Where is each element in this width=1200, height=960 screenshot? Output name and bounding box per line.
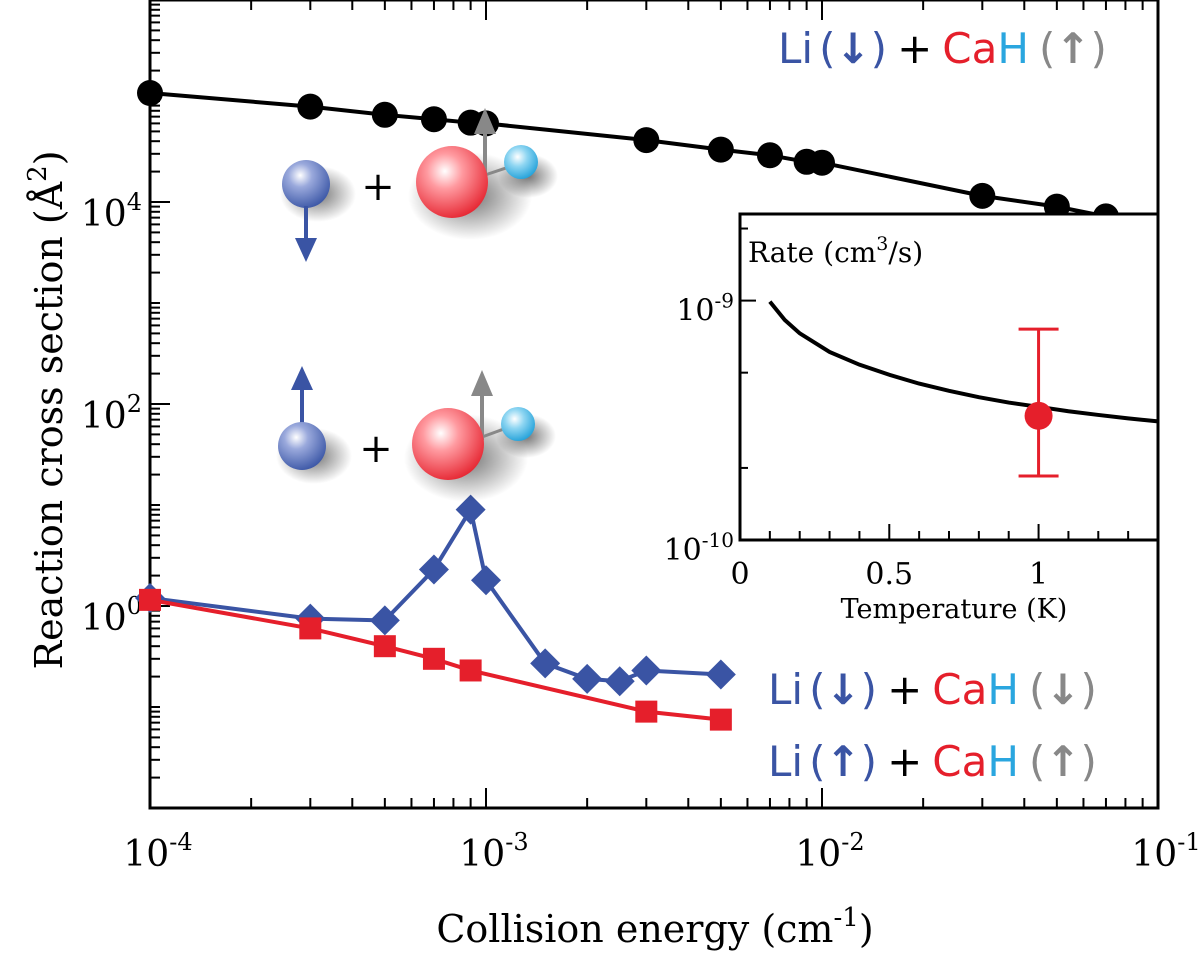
inset-x-tick-labels: 0 0.5 1 [730, 557, 1048, 592]
inset-axis-ticks [739, 227, 1159, 541]
data-point-circle [756, 142, 783, 169]
cah-spin-up-arrowhead-icon [471, 370, 493, 396]
data-point-square [459, 659, 482, 682]
inset-x-axis-title: Temperature (K) [841, 594, 1068, 625]
data-point-circle [137, 80, 163, 107]
plus-sign: + [359, 426, 393, 472]
inset-y-tick-label: 10-9 [676, 289, 734, 329]
data-point-diamond [572, 663, 603, 694]
data-point-diamond [418, 554, 449, 585]
measured-rate-point [1024, 401, 1053, 430]
data-point-diamond [455, 494, 486, 525]
inset-x-tick-label: 1 [1029, 557, 1048, 592]
legend-li-down-cah-up: Li (↓) + CaH (↑) [778, 24, 1107, 73]
ca-atom-icon [412, 408, 484, 480]
main-y-tick-labels: 100 102 104 [81, 188, 142, 639]
li-spin-up-arrowhead-icon [291, 366, 313, 390]
inset-data-layer [768, 300, 1159, 478]
y-tick-label: 102 [81, 390, 142, 437]
data-point-square [422, 647, 445, 670]
data-point-circle [371, 101, 398, 128]
main-x-tick-labels: 10-4 10-3 10-2 10-1 [123, 828, 1200, 875]
y-axis-title: Reaction cross section (Å2) [23, 150, 71, 669]
legend-li-down-cah-down: Li (↓) + CaH (↓) [768, 665, 1097, 714]
data-point-circle [809, 149, 835, 176]
inset-y-tick-label: 10-10 [664, 528, 734, 568]
legend-li-up-cah-up: Li (↑) + CaH (↑) [768, 737, 1097, 786]
li-atom-icon [278, 422, 326, 470]
plus-sign: + [361, 164, 395, 210]
x-tick-label: 10-3 [459, 828, 528, 875]
data-point-square [635, 700, 658, 723]
molecule-diagram-top: + [280, 108, 558, 262]
li-spin-down-arrowhead-icon [295, 238, 317, 262]
inset-title: Rate (cm3/s) [748, 233, 923, 269]
data-point-circle [297, 93, 324, 120]
data-point-circle [969, 182, 996, 209]
molecule-diagram-bottom: + [276, 366, 556, 502]
inset-y-tick-labels: 10-9 10-10 [664, 289, 734, 568]
data-point-square [373, 635, 396, 658]
x-axis-title: Collision energy (cm-1) [436, 903, 873, 951]
series-layer [135, 80, 1156, 731]
cah-spin-up-arrowhead-icon [474, 108, 496, 134]
data-point-circle [420, 106, 447, 133]
data-point-diamond [471, 565, 501, 596]
x-tick-label: 10-2 [795, 828, 864, 875]
data-point-square [139, 588, 161, 611]
data-point-circle [633, 127, 660, 154]
x-tick-label: 10-4 [123, 828, 192, 875]
data-point-diamond [530, 648, 561, 679]
h-atom-icon [501, 407, 535, 441]
inset-x-tick-label: 0.5 [865, 557, 913, 592]
data-point-diamond [604, 666, 635, 697]
li-atom-icon [282, 160, 330, 208]
y-tick-label: 100 [81, 592, 142, 639]
data-point-diamond [369, 605, 400, 636]
inset-background [740, 214, 1158, 540]
h-atom-icon [504, 145, 538, 179]
ca-atom-icon [416, 146, 488, 218]
data-point-circle [707, 136, 734, 163]
data-point-diamond [631, 655, 662, 686]
x-tick-label: 10-1 [1131, 828, 1200, 875]
data-point-square [299, 617, 322, 640]
rate-curve [768, 300, 1159, 424]
y-tick-label: 104 [81, 188, 142, 235]
data-point-diamond [705, 659, 736, 690]
data-point-square [709, 708, 732, 731]
inset-x-tick-label: 0 [730, 557, 749, 592]
